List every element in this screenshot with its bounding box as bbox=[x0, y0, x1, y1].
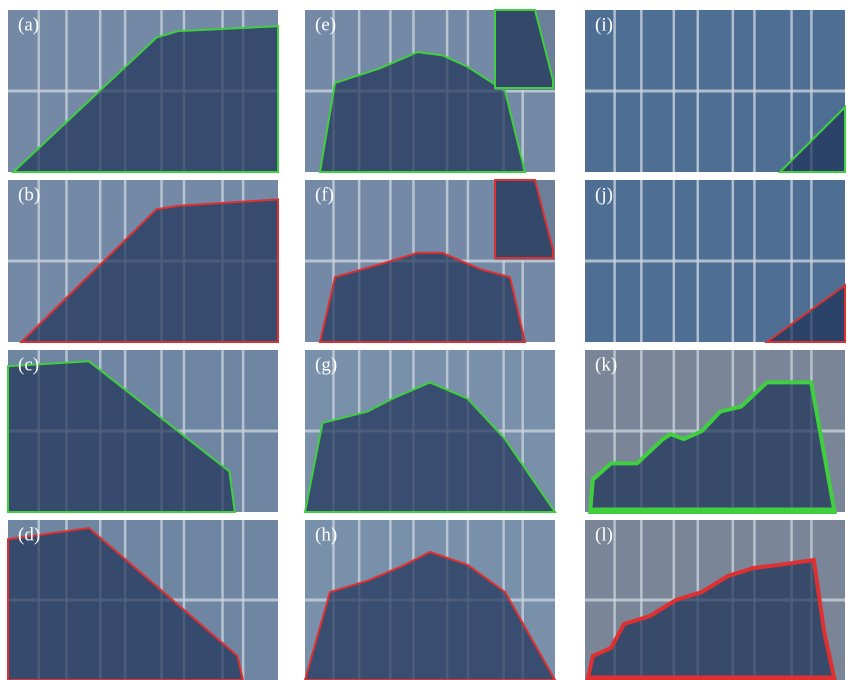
panel-label: (b) bbox=[18, 184, 40, 205]
panel: (f) bbox=[305, 180, 555, 342]
panel-label: (e) bbox=[315, 14, 336, 35]
panel-label: (g) bbox=[315, 354, 337, 375]
panel-label: (k) bbox=[595, 354, 617, 375]
panel: (a) bbox=[8, 10, 278, 172]
panel-label: (h) bbox=[315, 524, 337, 545]
panel-label: (l) bbox=[595, 524, 613, 545]
panel: (c) bbox=[8, 350, 278, 512]
panel-label: (a) bbox=[18, 14, 39, 35]
panel: (l) bbox=[585, 520, 845, 680]
panel: (i) bbox=[585, 10, 845, 172]
panel: (h) bbox=[305, 520, 555, 680]
panel-label: (c) bbox=[18, 354, 39, 375]
panel-label: (i) bbox=[595, 14, 613, 35]
panel: (d) bbox=[8, 520, 278, 680]
panel-label: (f) bbox=[315, 184, 334, 205]
panel: (g) bbox=[305, 350, 555, 512]
panel-label: (d) bbox=[18, 524, 40, 545]
panel: (k) bbox=[585, 350, 845, 512]
panel: (j) bbox=[585, 180, 845, 342]
panel: (b) bbox=[8, 180, 278, 342]
figure: (a) (e) (i) (b) (f) (j) (c) (g) (k) (d) (h) (l) bbox=[0, 0, 851, 680]
panel-label: (j) bbox=[595, 184, 613, 205]
panel: (e) bbox=[305, 10, 555, 172]
